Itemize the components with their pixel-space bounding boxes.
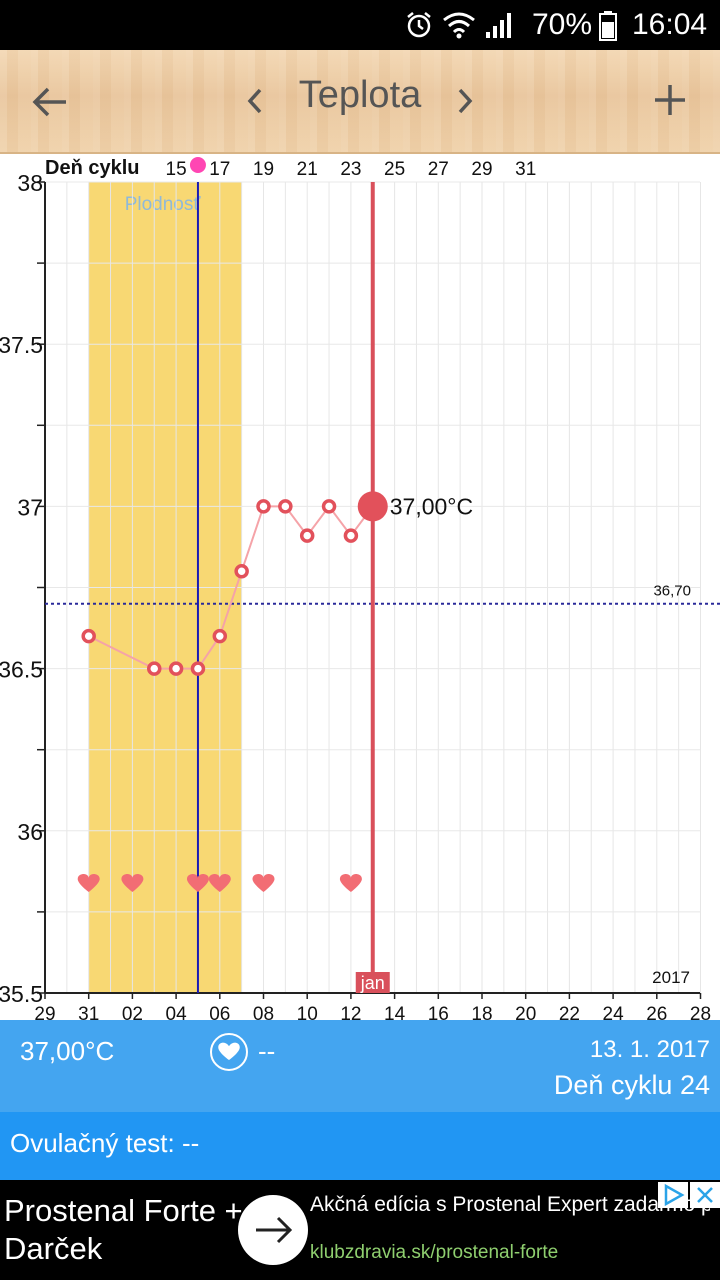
close-icon[interactable] xyxy=(690,1182,720,1208)
y-tick-label: 37 xyxy=(17,494,43,520)
chevron-right-icon[interactable] xyxy=(450,80,480,122)
x-tick-label: 29 xyxy=(34,1004,55,1020)
wifi-icon xyxy=(443,12,475,39)
cycle-tick-label: 31 xyxy=(515,159,536,180)
page-title: Teplota xyxy=(298,74,422,116)
x-tick-label: 04 xyxy=(166,1004,188,1020)
x-tick-label: 24 xyxy=(603,1004,625,1020)
month-badge-label: jan xyxy=(360,973,385,993)
cycle-tick-label: 29 xyxy=(471,159,492,180)
ad-banner[interactable]: Prostenal Forte + Darček Akčná edícia s … xyxy=(0,1180,720,1280)
x-tick-label: 12 xyxy=(340,1004,361,1020)
arrow-right-icon[interactable] xyxy=(238,1195,308,1265)
battery-icon xyxy=(599,11,617,41)
ovulation-marker xyxy=(189,157,206,173)
month-badge xyxy=(355,972,390,993)
temperature-point xyxy=(190,661,206,676)
cycle-tick-label: 21 xyxy=(297,159,318,180)
x-tick-label: 16 xyxy=(428,1004,449,1020)
temperature-point xyxy=(321,499,337,514)
temperature-point xyxy=(343,528,359,543)
temperature-point xyxy=(256,499,271,514)
y-tick-label: 38 xyxy=(17,170,43,196)
temperature-point xyxy=(212,628,228,644)
cycle-axis-label: Deň cyklu xyxy=(45,157,139,179)
y-tick-label: 37.5 xyxy=(0,332,43,358)
cycle-tick-label: 17 xyxy=(209,159,230,180)
status-bar: 70% 16:04 xyxy=(0,0,720,50)
selected-temperature: 37,00°C xyxy=(20,1036,115,1066)
intercourse-value: -- xyxy=(258,1036,276,1066)
ad-url[interactable]: klubzdravia.sk/prostenal-forte xyxy=(310,1242,559,1263)
cycle-tick-label: 25 xyxy=(384,159,405,180)
arrow-left-icon[interactable] xyxy=(30,82,70,122)
x-tick-label: 18 xyxy=(471,1004,492,1020)
x-tick-label: 28 xyxy=(690,1004,711,1020)
heart-icon[interactable] xyxy=(210,1033,248,1071)
x-tick-label: 20 xyxy=(515,1004,536,1020)
adchoices-icon[interactable] xyxy=(658,1182,688,1208)
heart-icon xyxy=(121,874,144,892)
temperature-point xyxy=(234,564,249,579)
x-tick-label: 10 xyxy=(297,1004,318,1020)
cycle-day: Deň cyklu 24 xyxy=(553,1070,710,1100)
app-toolbar: Teplota xyxy=(0,50,720,154)
x-tick-label: 02 xyxy=(122,1004,143,1020)
chevron-left-icon[interactable] xyxy=(240,80,270,122)
y-tick-label: 36 xyxy=(17,819,43,845)
heart-icon xyxy=(339,874,362,892)
cycle-tick-label: 23 xyxy=(340,159,361,180)
year-label: 2017 xyxy=(652,968,690,987)
selected-date: 13. 1. 2017 xyxy=(589,1036,710,1063)
signal-icon xyxy=(486,13,511,38)
x-tick-label: 22 xyxy=(559,1004,580,1020)
wood-texture xyxy=(0,50,720,152)
coverline-label: 36,70 xyxy=(653,583,691,600)
x-tick-label: 31 xyxy=(78,1004,99,1020)
x-tick-label: 14 xyxy=(384,1004,406,1020)
heart-icon xyxy=(77,874,100,892)
temperature-chart[interactable]: Plodnosť 38 37.5 37 36.5 36 35.5 29 31 02 04 06 08 10… xyxy=(0,154,720,1025)
x-tick-label: 08 xyxy=(253,1004,274,1020)
temperature-point xyxy=(168,661,184,676)
fertile-label: Plodnosť xyxy=(125,194,202,215)
x-tick-label: 06 xyxy=(209,1004,230,1020)
heart-icon xyxy=(208,874,231,892)
selected-point xyxy=(357,491,388,522)
temperature-point xyxy=(299,528,315,543)
plus-icon[interactable] xyxy=(650,80,690,120)
temperature-point xyxy=(278,499,293,514)
cycle-tick-label: 19 xyxy=(253,159,274,180)
x-tick-label: 26 xyxy=(646,1004,667,1020)
ovulation-test-row[interactable]: Ovulačný test: -- xyxy=(0,1112,720,1180)
ad-title[interactable]: Prostenal Forte + Darček xyxy=(4,1193,243,1266)
temperature-point xyxy=(147,661,162,676)
ovulation-test-label: Ovulačný test: -- xyxy=(10,1128,200,1158)
clock: 16:04 xyxy=(632,8,708,41)
alarm-icon xyxy=(407,12,431,38)
battery-percent: 70% xyxy=(532,8,593,41)
temperature-point xyxy=(81,628,96,644)
heart-icon xyxy=(186,874,209,892)
selected-point-label: 37,00°C xyxy=(390,493,473,519)
heart-icon xyxy=(252,874,275,892)
cycle-tick-label: 27 xyxy=(428,159,449,180)
y-tick-label: 36.5 xyxy=(0,657,43,683)
day-info-panel: 37,00°C -- 13. 1. 2017 Deň cyklu 24 xyxy=(0,1020,720,1112)
ad-description[interactable]: Akčná edícia s Prostenal Expert zadarmo … xyxy=(310,1193,710,1216)
y-tick-label: 35.5 xyxy=(0,981,43,1007)
cycle-tick-label: 15 xyxy=(166,159,187,180)
